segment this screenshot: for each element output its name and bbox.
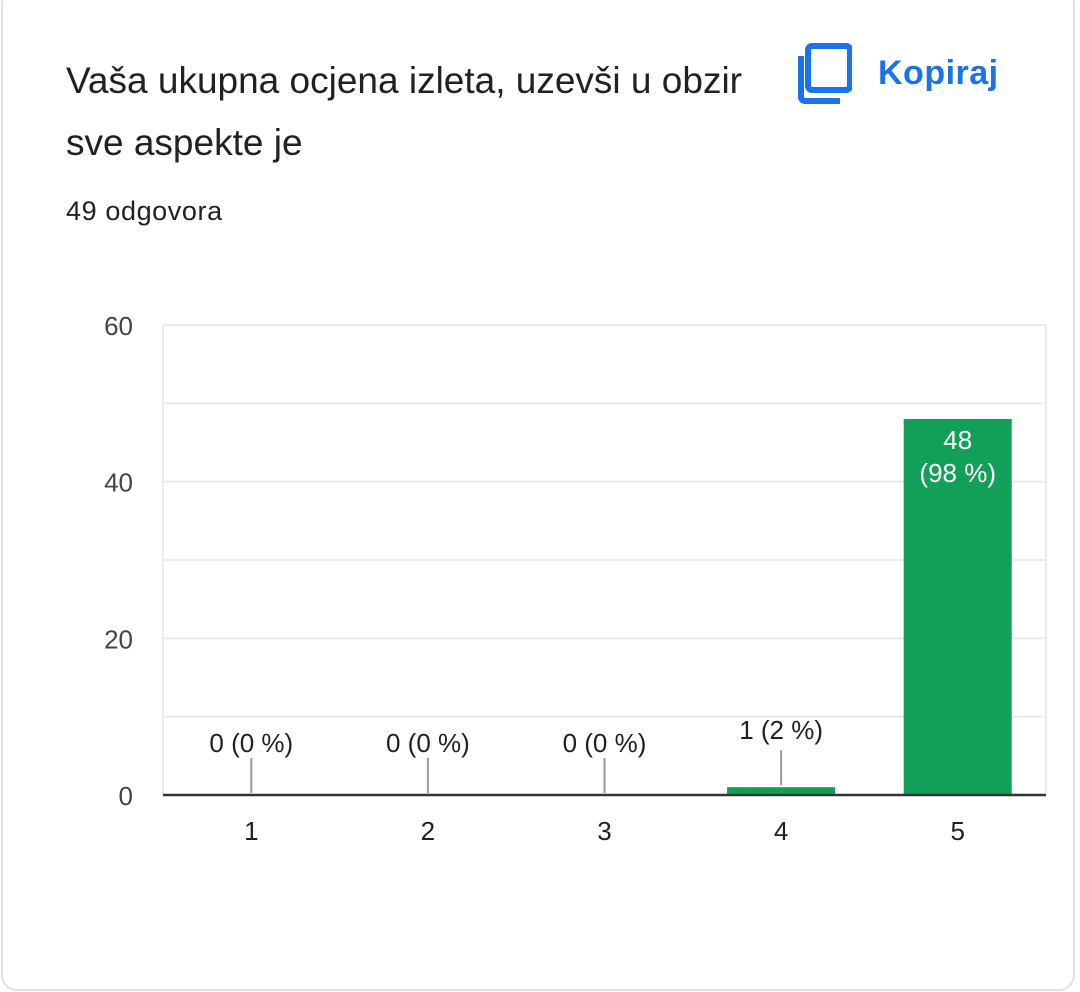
y-tick-label: 40 <box>104 468 133 498</box>
y-tick-label: 60 <box>104 311 133 341</box>
x-tick-label: 3 <box>597 816 611 846</box>
x-tick-label: 4 <box>774 816 788 846</box>
copy-button-label: Kopiraj <box>878 53 999 92</box>
bar <box>727 787 836 795</box>
data-label: 1 (2 %) <box>739 715 823 745</box>
x-tick-label: 5 <box>950 816 964 846</box>
x-tick-label: 2 <box>421 816 435 846</box>
data-label: 0 (0 %) <box>209 728 293 758</box>
data-label: (98 %) <box>919 458 996 488</box>
y-tick-label: 20 <box>104 624 133 654</box>
data-label: 0 (0 %) <box>563 728 647 758</box>
response-count: 49 odgovora <box>66 196 223 226</box>
data-label: 0 (0 %) <box>386 728 470 758</box>
x-tick-label: 1 <box>244 816 258 846</box>
question-title: Vaša ukupna ocjena izleta, uzevši u obzi… <box>66 60 742 163</box>
y-tick-label: 0 <box>119 781 133 811</box>
copy-button[interactable]: Kopiraj <box>798 40 999 106</box>
copy-icon <box>798 42 852 104</box>
data-label: 48 <box>943 425 972 455</box>
bar <box>903 419 1012 795</box>
